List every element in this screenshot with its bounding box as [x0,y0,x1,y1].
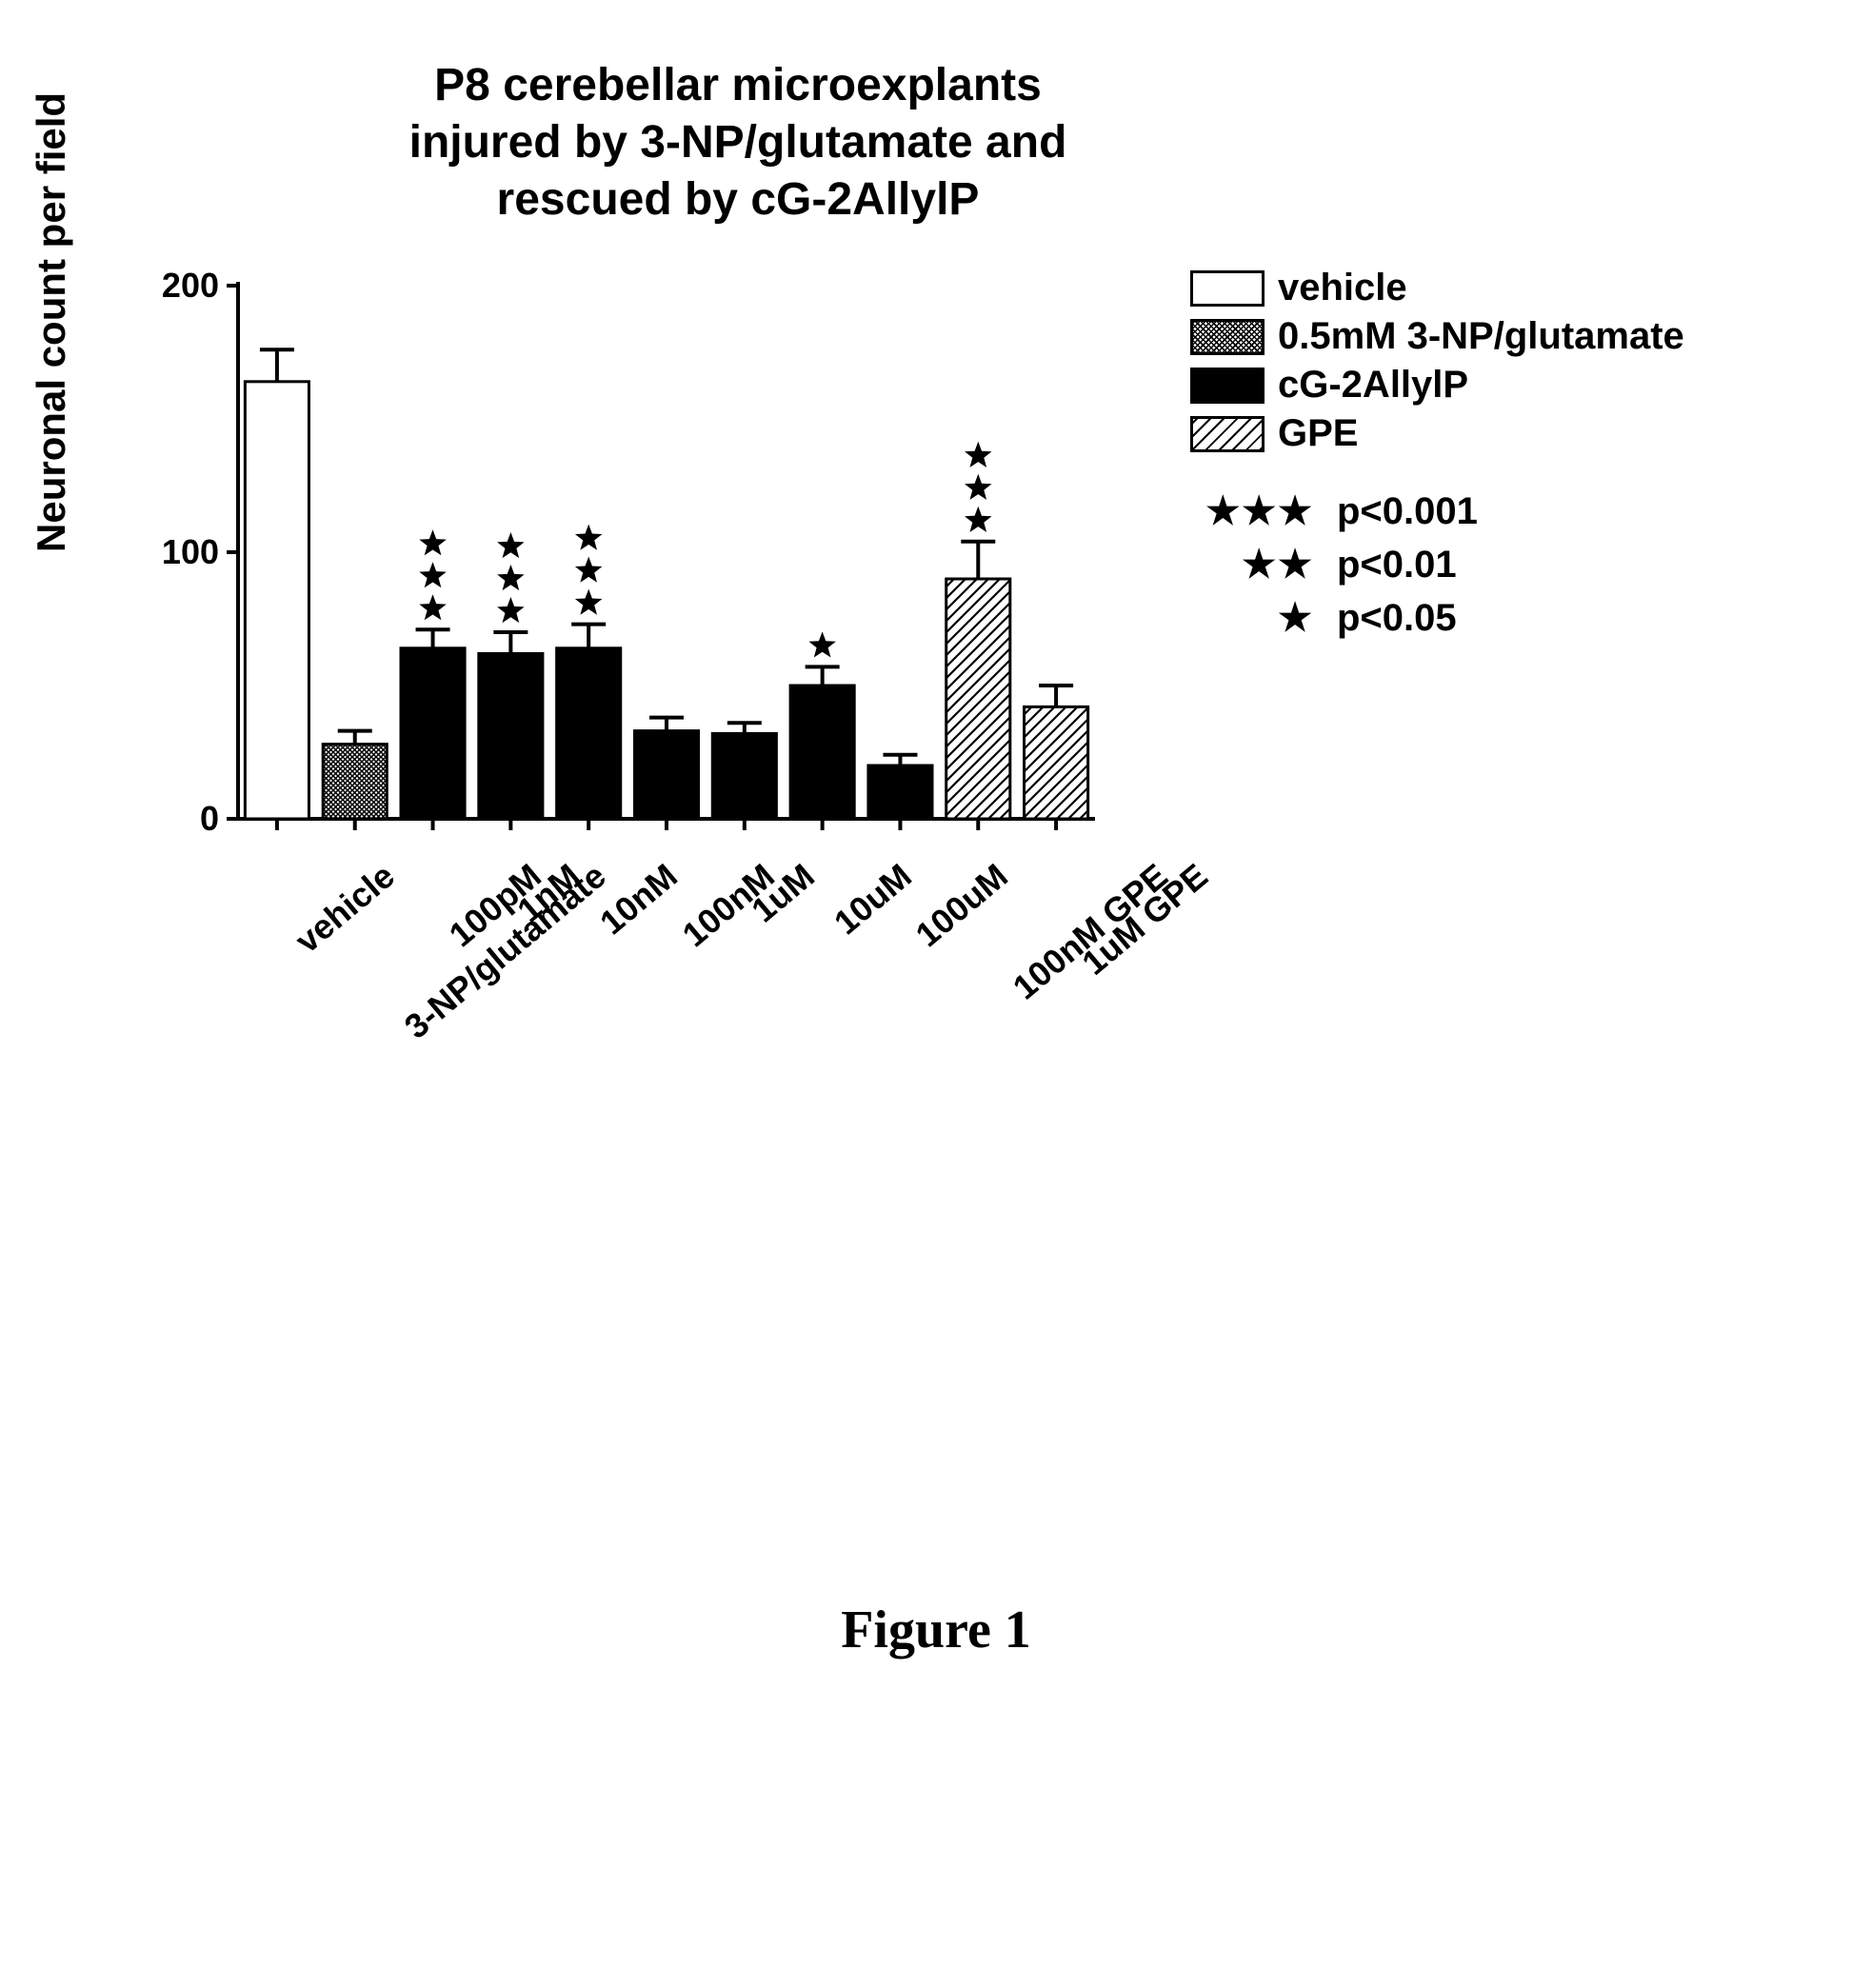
bar [245,382,309,819]
bar [323,745,387,819]
bar [479,653,543,819]
legend-label: 0.5mM 3-NP/glutamate [1278,315,1684,358]
legend-swatch [1190,368,1265,404]
significance-p-label: p<0.001 [1337,490,1478,533]
significance-star-icon [497,597,525,623]
significance-star-icon: ★ [1190,596,1314,640]
legend-swatch [1190,319,1265,355]
bar [868,765,932,819]
chart-title-line: rescued by cG-2AllylP [238,171,1238,229]
chart-container: P8 cerebellar microexplantsinjured by 3-… [124,57,1743,1076]
bar [401,648,465,819]
y-tick-label: 200 [162,267,219,305]
page: P8 cerebellar microexplantsinjured by 3-… [0,0,1872,1988]
y-tick-label: 0 [200,799,219,838]
legend-significance-item: ★★ p<0.01 [1190,543,1684,586]
legend: vehicle 0.5mM 3-NP/glutamate cG-2AllylP GPE… [1190,267,1684,649]
significance-star-icon [965,474,992,500]
legend-item: 0.5mM 3-NP/glutamate [1190,315,1684,358]
bar [712,733,776,819]
significance-star-icon [575,525,603,550]
significance-star-icon [575,589,603,615]
significance-p-label: p<0.01 [1337,544,1457,586]
legend-label: GPE [1278,412,1358,455]
legend-label: cG-2AllylP [1278,364,1468,407]
significance-star-icon [965,442,992,467]
legend-item: GPE [1190,412,1684,455]
figure-caption: Figure 1 [0,1600,1872,1660]
legend-swatch [1190,416,1265,452]
chart-title: P8 cerebellar microexplantsinjured by 3-… [238,57,1238,229]
bar [1025,706,1088,819]
significance-star-icon: ★★★ [1190,489,1314,533]
significance-star-icon [808,631,836,657]
plot-area: Neuronal count per field 0100200 vehicl [124,267,1124,1076]
bar [634,731,698,819]
bar-chart-svg: 0 100 200 [124,267,1124,1076]
significance-star-icon [419,594,447,620]
significance-star-icon [419,562,447,587]
significance-p-label: p<0.05 [1337,597,1457,640]
chart-title-line: P8 cerebellar microexplants [238,57,1238,114]
significance-star-icon [497,532,525,558]
legend-item: vehicle [1190,267,1684,309]
legend-swatch [1190,270,1265,307]
bar [557,648,621,819]
bar [790,686,854,819]
legend-label: vehicle [1278,267,1407,309]
significance-star-icon [575,557,603,583]
legend-item: cG-2AllylP [1190,364,1684,407]
legend-significance-item: ★ p<0.05 [1190,596,1684,640]
plot-row: Neuronal count per field 0100200 vehicl [124,267,1743,1076]
significance-star-icon [419,529,447,555]
significance-star-icon: ★★ [1190,543,1314,586]
bar [946,579,1010,819]
significance-star-icon [965,507,992,532]
chart-title-line: injured by 3-NP/glutamate and [238,114,1238,171]
significance-star-icon [497,565,525,590]
y-axis-label: Neuronal count per field [29,92,74,552]
legend-significance-item: ★★★ p<0.001 [1190,489,1684,533]
y-tick-label: 100 [162,532,219,571]
